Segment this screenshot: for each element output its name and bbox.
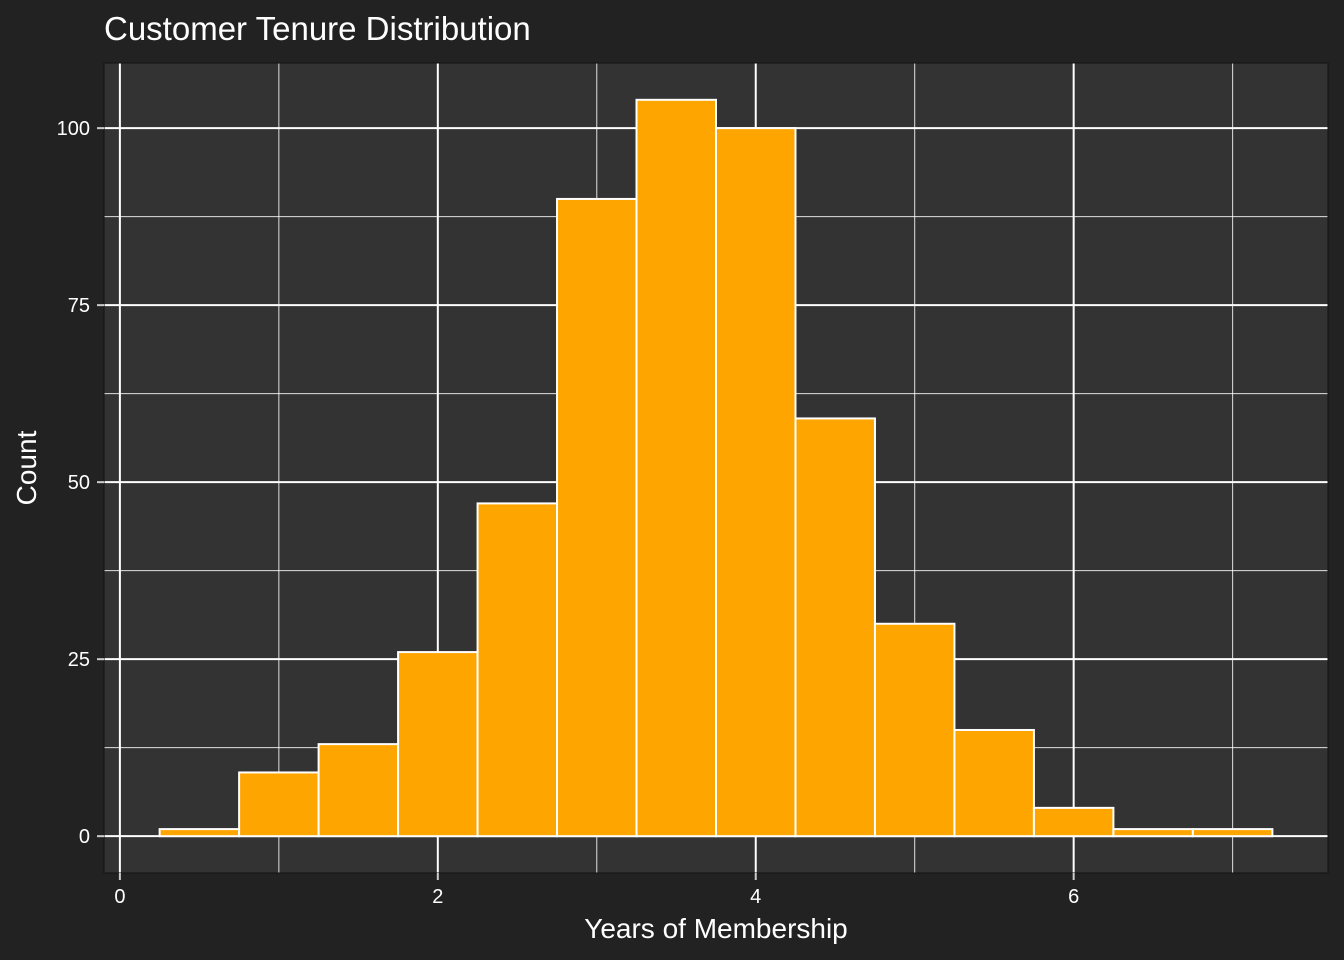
x-axis-title: Years of Membership [584,913,848,944]
x-tick-label: 0 [114,886,125,908]
chart-title: Customer Tenure Distribution [104,10,531,47]
y-tick-label: 75 [68,295,90,317]
histogram-bar-13 [1191,828,1274,838]
y-tick-label: 50 [68,472,90,494]
histogram-bar-2 [317,743,400,838]
y-tick-label: 100 [57,118,90,140]
y-tick-label: 25 [68,649,90,671]
x-tick-label: 2 [432,886,443,908]
histogram-bar-9 [873,622,956,838]
y-tick-label: 0 [79,826,90,848]
histogram-bar-7 [715,127,797,838]
x-tick-label: 4 [750,886,761,908]
histogram-bar-12 [1112,828,1194,838]
histogram-bar-3 [397,651,479,838]
x-axis-ticks: 0 2 4 6 [114,873,1079,908]
x-tick-label: 6 [1068,886,1079,908]
y-axis-ticks: 0 25 50 75 100 [57,118,104,848]
histogram-bar-0 [158,828,241,838]
histogram-bar-5 [556,197,638,838]
y-axis-title: Count [11,430,42,505]
histogram-bar-1 [238,771,320,838]
histogram-bar-8 [794,417,876,838]
histogram-bars [158,98,1274,838]
histogram-bar-4 [476,502,559,838]
panel-border [103,62,1329,874]
histogram-bar-10 [953,728,1035,838]
histogram-bar-6 [635,98,717,838]
histogram-bar-11 [1032,806,1115,838]
